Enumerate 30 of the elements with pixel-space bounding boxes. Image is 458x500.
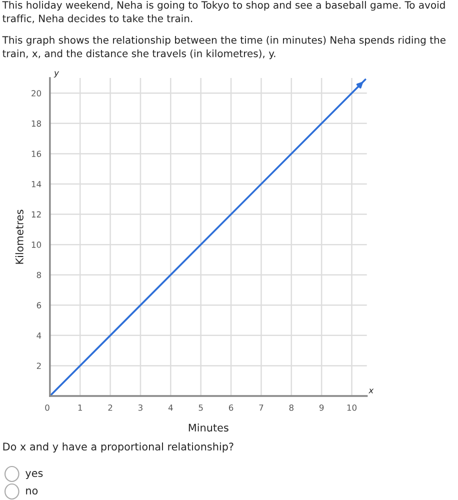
x-tick-label: 7 — [259, 404, 264, 411]
text: y — [54, 71, 60, 78]
y-tick-label: 10 — [32, 242, 42, 248]
y-tick-label: 12 — [32, 211, 41, 218]
text: yes — [26, 471, 43, 480]
x-tick-label: 8 — [289, 404, 294, 411]
text: Do x and y have a proportional relationship? — [3, 442, 234, 453]
x-tick-label: 9 — [319, 404, 324, 411]
y-tick-label: 20 — [32, 90, 42, 96]
x-tick-label: 5 — [198, 404, 203, 411]
x-tick-label: 4 — [168, 404, 173, 411]
x-tick-label: 10 — [347, 404, 357, 411]
y-tick-label: 4 — [36, 332, 42, 339]
text: no — [26, 488, 38, 495]
y-tick-label: 2 — [36, 362, 41, 369]
y-tick-label: 16 — [32, 150, 42, 157]
x-tick-label: 6 — [228, 404, 234, 411]
x-tick-label: 0 — [45, 404, 50, 411]
x-tick-label: 1 — [78, 404, 82, 411]
x-tick-label: 2 — [108, 404, 112, 411]
x-tick-label: 3 — [138, 404, 142, 411]
chart-title: This holiday weekend, Neha is going to Tokyo to shop and see a baseball game. To avoid traffic, Neha decides to take the train. — [2, 1, 445, 24]
y-tick-label: 6 — [36, 302, 42, 308]
y-axis-title: Kilometres — [15, 210, 24, 264]
text: x — [368, 388, 374, 394]
x-axis-title: Minutes — [188, 424, 228, 432]
y-tick-label: 14 — [32, 181, 42, 188]
y-tick-label: 8 — [36, 272, 42, 278]
y-tick-label: 18 — [32, 120, 42, 127]
chart-subtitle: This graph shows the relationship between the time (in minutes) Neha spends riding the train, x, and the distance she travels (in kilometres), y. — [2, 36, 446, 60]
